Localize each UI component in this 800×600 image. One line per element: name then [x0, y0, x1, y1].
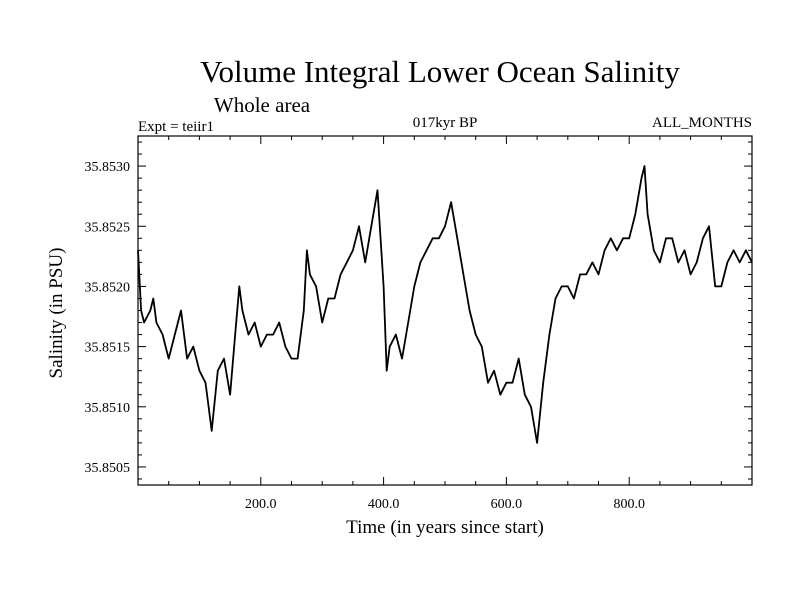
x-tick-label: 400.0 — [368, 497, 400, 512]
x-tick-label: 800.0 — [613, 497, 645, 512]
y-tick-label: 35.8510 — [85, 401, 131, 416]
plot-frame — [137, 135, 753, 486]
chart-title: Volume Integral Lower Ocean Salinity — [200, 54, 680, 89]
plot-area: 200.0 400.0 600.0 800.0 35.8505 35.8510 35.851… — [85, 135, 753, 512]
y-tick-label: 35.8515 — [85, 341, 131, 356]
x-tick-label: 200.0 — [245, 497, 277, 512]
y-tick-label: 35.8525 — [85, 220, 131, 235]
chart-subtitle: Whole area — [214, 93, 311, 117]
x-tick-label: 600.0 — [491, 497, 523, 512]
y-tick-label: 35.8520 — [85, 280, 131, 295]
y-axis-label: Salinity (in PSU) — [46, 248, 67, 379]
x-axis-label: Time (in years since start) — [346, 517, 544, 538]
y-tick-label: 35.8505 — [85, 461, 131, 476]
series-line-0 — [137, 165, 753, 444]
period-label: 017kyr BP — [413, 115, 478, 131]
y-tick-label: 35.8530 — [85, 160, 131, 175]
months-label: ALL_MONTHS — [652, 115, 752, 131]
experiment-label: Expt = teiir1 — [138, 119, 214, 135]
